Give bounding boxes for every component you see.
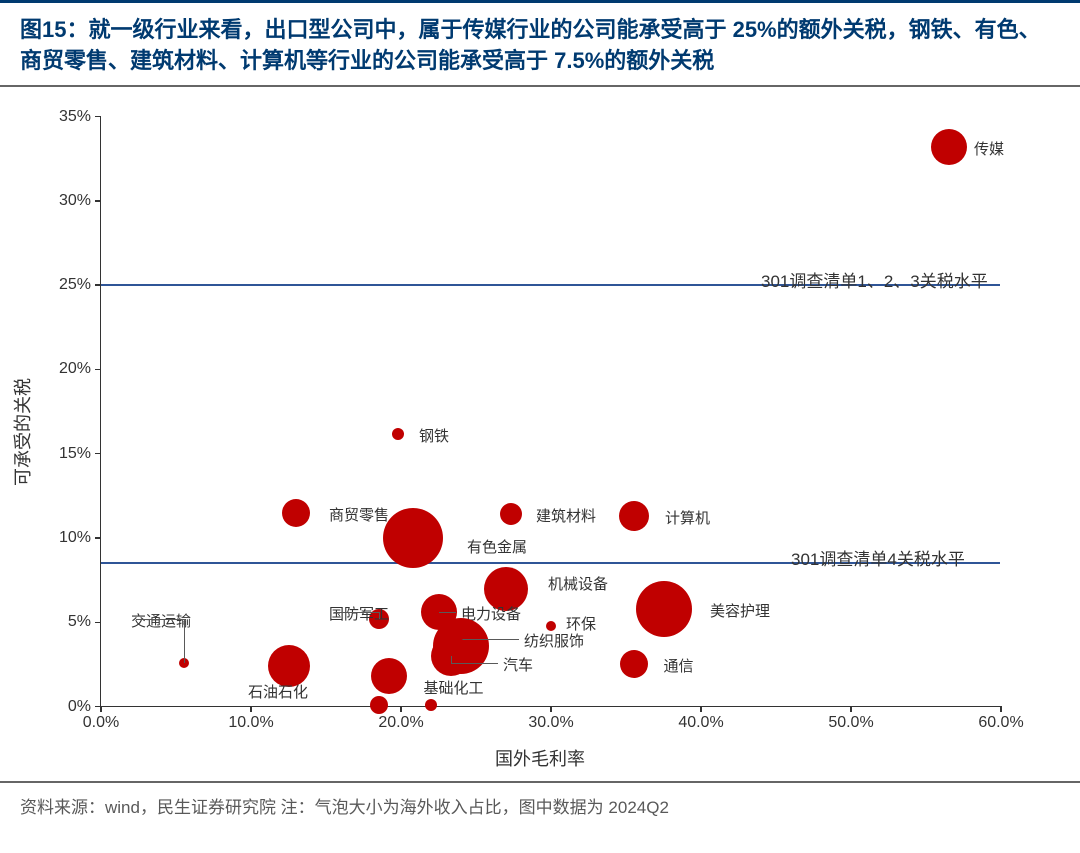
y-axis-label: 可承受的关税 <box>9 378 35 486</box>
bubble <box>425 699 437 711</box>
y-tick-mark <box>95 537 101 539</box>
leader-line <box>334 612 379 613</box>
leader-line <box>451 663 499 664</box>
bubble <box>370 696 388 714</box>
bubble-label: 石油石化 <box>248 681 308 702</box>
bubble-label: 机械设备 <box>548 573 608 594</box>
leader-line <box>439 612 457 613</box>
y-tick-mark <box>95 200 101 202</box>
y-tick-mark <box>95 369 101 371</box>
bubble-label: 美容护理 <box>710 600 770 621</box>
x-tick-mark <box>850 706 852 712</box>
bubble-label: 纺织服饰 <box>524 630 584 651</box>
x-tick-mark <box>550 706 552 712</box>
plot-area: 0%5%10%15%20%25%30%35%0.0%10.0%20.0%30.0… <box>100 117 1000 707</box>
leader-line <box>184 619 185 663</box>
bubble-label: 交通运输 <box>131 610 191 631</box>
bubble-label: 建筑材料 <box>536 505 596 526</box>
bubble <box>371 658 407 694</box>
bubble <box>383 508 443 568</box>
reference-line-label: 301调查清单4关税水平 <box>791 545 965 570</box>
bubble <box>636 581 692 637</box>
bubble-label: 有色金属 <box>467 536 527 557</box>
x-tick-mark <box>100 706 102 712</box>
bubble-label: 基础化工 <box>424 677 484 698</box>
bubble-label: 通信 <box>664 655 694 676</box>
bubble-label: 钢铁 <box>419 425 449 446</box>
leader-line <box>136 619 184 620</box>
bubble <box>619 501 649 531</box>
x-axis-label: 国外毛利率 <box>495 745 585 771</box>
x-tick-mark <box>1000 706 1002 712</box>
leader-line <box>461 639 519 640</box>
bubble <box>282 499 310 527</box>
y-tick-mark <box>95 622 101 624</box>
bubble <box>620 650 648 678</box>
leader-line <box>379 612 380 619</box>
bubble-label: 汽车 <box>503 654 533 675</box>
bubble-label: 传媒 <box>974 138 1004 159</box>
chart-title: 图15：就一级行业来看，出口型公司中，属于传媒行业的公司能承受高于 25%的额外… <box>0 0 1080 85</box>
bubble <box>392 428 404 440</box>
x-tick-mark <box>700 706 702 712</box>
leader-line <box>451 656 452 663</box>
bubble-chart: 可承受的关税 0%5%10%15%20%25%30%35%0.0%10.0%20… <box>0 87 1080 777</box>
bubble-label: 商贸零售 <box>329 504 389 525</box>
reference-line-label: 301调查清单1、2、3关税水平 <box>761 267 988 292</box>
footer-source: 资料来源：wind，民生证券研究院 注：气泡大小为海外收入占比，图中数据为 20… <box>0 783 1080 828</box>
bubble-label: 计算机 <box>665 507 710 528</box>
y-tick-mark <box>95 116 101 118</box>
bubble <box>931 129 967 165</box>
x-tick-mark <box>400 706 402 712</box>
bubble-label: 国防军工 <box>329 603 389 624</box>
y-tick-mark <box>95 453 101 455</box>
x-tick-mark <box>250 706 252 712</box>
bubble <box>500 503 522 525</box>
